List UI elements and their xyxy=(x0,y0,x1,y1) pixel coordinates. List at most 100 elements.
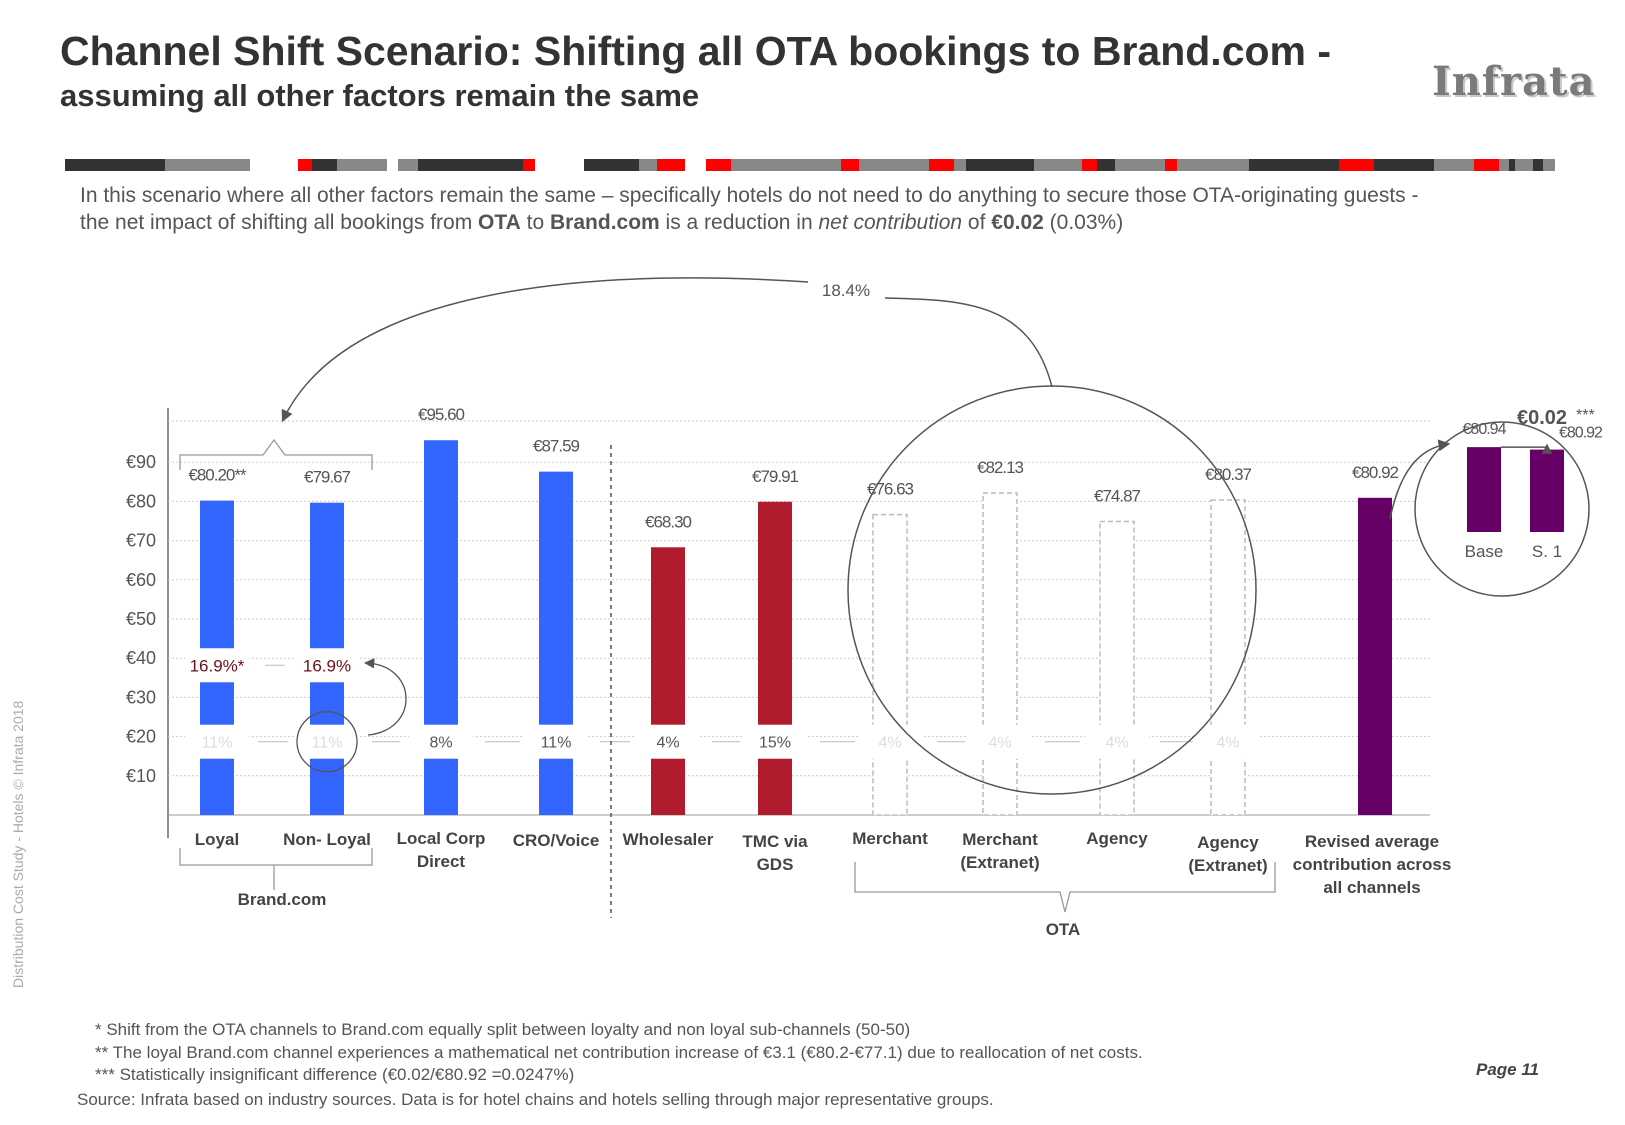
stripe-segment xyxy=(312,159,337,171)
shift-arrow-right xyxy=(884,297,1053,388)
category-label: Merchant xyxy=(962,830,1038,849)
share-label: 4% xyxy=(878,735,901,752)
stripe-segment xyxy=(639,159,657,171)
stripe-segment xyxy=(657,159,685,171)
stripe-segment xyxy=(966,159,1034,171)
share-label: 4% xyxy=(656,735,679,752)
share-label-bg xyxy=(1085,724,1149,759)
inset-value-label: €80.94 xyxy=(1463,421,1507,438)
inset-difference-arrow xyxy=(1501,443,1553,454)
y-tick-label: €10 xyxy=(126,766,156,786)
inset-difference-note: *** xyxy=(1576,407,1595,424)
stripe-segment xyxy=(165,159,250,171)
bar-value-label: €79.67 xyxy=(304,468,351,487)
bar-tmc-via-gds xyxy=(758,501,792,815)
stripe-segment xyxy=(398,159,418,171)
stripe-segment xyxy=(706,159,731,171)
y-tick-label: €40 xyxy=(126,648,156,668)
stripe-segment xyxy=(1115,159,1165,171)
shift-arrow-left xyxy=(281,277,809,423)
share-label-bg xyxy=(1196,724,1260,759)
inset-category-label: Base xyxy=(1465,542,1504,561)
share-label-bg xyxy=(858,724,922,759)
bar-merchant-extranet- xyxy=(982,492,1018,816)
y-tick-label: €30 xyxy=(126,687,156,707)
category-label: Local Corp xyxy=(397,829,486,848)
category-label: Revised average xyxy=(1305,832,1439,851)
inset-bar-base xyxy=(1467,447,1501,532)
y-tick-label: €20 xyxy=(126,727,156,747)
stripe-segment xyxy=(1249,159,1339,171)
shift-share-label: 16.9% xyxy=(303,656,351,675)
share-label-bg xyxy=(968,724,1032,759)
stripe-segment xyxy=(1509,159,1515,171)
share-label-bg xyxy=(409,724,473,759)
category-label: Wholesaler xyxy=(623,830,714,849)
stripe-segment xyxy=(1474,159,1499,171)
stripe-segment xyxy=(859,159,929,171)
stripe-segment xyxy=(1533,159,1543,171)
category-label: (Extranet) xyxy=(960,853,1039,872)
source-note: Source: Infrata based on industry source… xyxy=(77,1090,994,1109)
nonloyal-highlight-circle xyxy=(296,711,358,773)
share-label-bg xyxy=(743,724,807,759)
category-label: Direct xyxy=(417,852,466,871)
category-label: TMC via xyxy=(742,832,808,851)
bar-value-label: €87.59 xyxy=(533,437,580,456)
bar-agency-extranet- xyxy=(1210,499,1246,816)
side-caption: Distribution Cost Study - Hotels © Infra… xyxy=(10,700,26,988)
share-label-bg xyxy=(636,724,700,759)
bar-value-label: €95.60 xyxy=(418,405,465,424)
brand-logo: Infrata xyxy=(1432,58,1596,105)
reallocation-arrow xyxy=(363,658,407,736)
bar-agency xyxy=(1099,520,1135,816)
category-label: all channels xyxy=(1323,878,1420,897)
inset-difference-label: €0.02 xyxy=(1517,407,1567,429)
bar-value-label: €79.91 xyxy=(752,467,799,486)
inset-bar-s-1 xyxy=(1530,449,1564,532)
category-label: Agency xyxy=(1197,833,1259,852)
share-label: 8% xyxy=(429,735,452,752)
stripe-segment xyxy=(1339,159,1374,171)
share-label-bg xyxy=(524,724,588,759)
bar-value-label: €68.30 xyxy=(645,512,692,531)
category-label: (Extranet) xyxy=(1188,856,1267,875)
intro-text: In this scenario where all other factors… xyxy=(80,182,1550,236)
bar-revised-average-contribution-across-all-channels xyxy=(1358,497,1392,815)
stripe-segment xyxy=(1177,159,1249,171)
brand-top-bracket xyxy=(179,438,373,470)
stripe-segment xyxy=(841,159,859,171)
stripe-segment xyxy=(929,159,954,171)
page-subtitle: assuming all other factors remain the sa… xyxy=(60,78,700,113)
stripe-segment xyxy=(1434,159,1474,171)
inset-arrow xyxy=(1389,439,1451,520)
share-label: 4% xyxy=(988,735,1011,752)
shift-label-bg xyxy=(295,648,359,683)
group-label-ota: OTA xyxy=(1046,920,1081,939)
bar-cro-voice xyxy=(539,471,573,815)
bar-value-label: €80.37 xyxy=(1205,465,1252,484)
bar-value-label: €76.63 xyxy=(867,480,914,499)
inset-category-label: S. 1 xyxy=(1532,542,1562,561)
y-tick-label: €60 xyxy=(126,570,156,590)
stripe-segment xyxy=(1082,159,1097,171)
y-tick-label: €70 xyxy=(126,531,156,551)
stripe-segment xyxy=(584,159,639,171)
stripe-segment xyxy=(954,159,966,171)
y-tick-label: €50 xyxy=(126,609,156,629)
ota-share-label: 18.4% xyxy=(822,281,870,300)
stripe-segment xyxy=(1374,159,1434,171)
brand-bottom-bracket xyxy=(179,848,373,890)
decorative-stripe-bar xyxy=(65,159,1555,171)
shift-share-label: 16.9%* xyxy=(190,656,245,675)
stripe-segment xyxy=(523,159,535,171)
share-label: 4% xyxy=(1105,735,1128,752)
category-label: Agency xyxy=(1086,829,1148,848)
bar-local-corp-direct xyxy=(424,440,458,815)
stripe-segment xyxy=(1499,159,1509,171)
share-label-bg xyxy=(185,724,249,759)
bar-value-label: €74.87 xyxy=(1094,487,1141,506)
footnote-2: ** The loyal Brand.com channel experienc… xyxy=(95,1043,1143,1062)
stripe-segment xyxy=(1543,159,1555,171)
